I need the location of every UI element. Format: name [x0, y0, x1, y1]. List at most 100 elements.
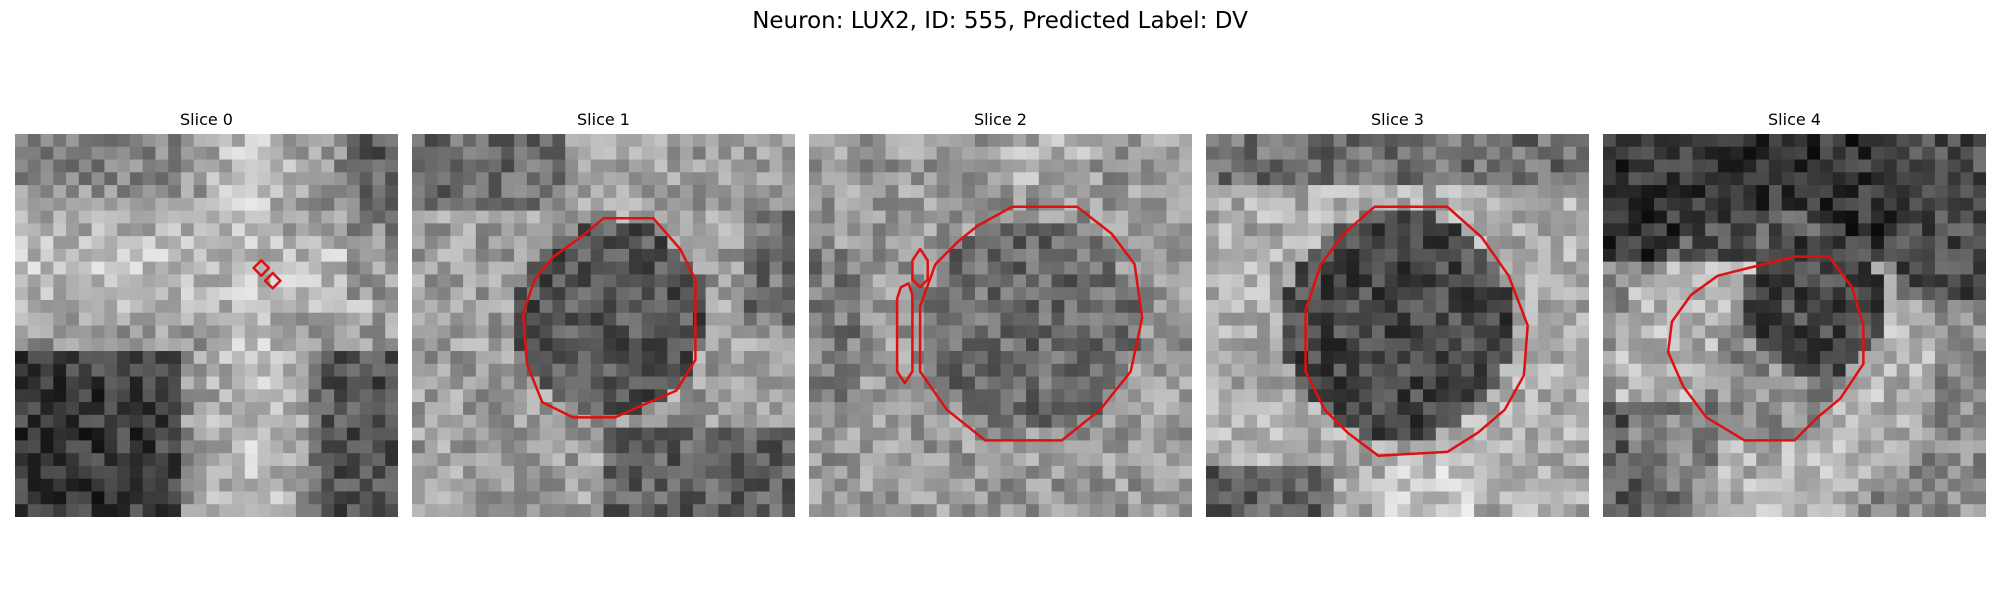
pixel [1743, 465, 1757, 480]
pixel [1654, 402, 1668, 416]
pixel [412, 248, 426, 263]
pixel [1153, 287, 1168, 301]
pixel [1512, 210, 1526, 224]
pixel [1871, 223, 1885, 237]
pixel [654, 465, 668, 480]
pixel [590, 465, 605, 480]
pixel [1115, 223, 1129, 237]
pixel [501, 363, 515, 378]
pixel [1128, 414, 1142, 429]
pixel [1128, 440, 1142, 454]
pixel [385, 248, 398, 263]
pixel [603, 338, 617, 352]
pixel [1858, 376, 1872, 390]
pixel [1269, 248, 1284, 263]
pixel [898, 261, 912, 276]
pixel [782, 363, 795, 378]
pixel [232, 312, 246, 327]
pixel [1576, 338, 1589, 352]
pixel [1615, 197, 1630, 212]
pixel [193, 312, 208, 327]
pixel [1525, 261, 1539, 276]
pixel [66, 274, 80, 288]
pixel [923, 185, 938, 199]
pixel [654, 236, 668, 250]
pixel [809, 248, 823, 263]
pixel [1218, 172, 1233, 186]
pixel [1371, 159, 1386, 173]
pixel [1410, 389, 1424, 403]
pixel [1474, 389, 1488, 403]
pixel [680, 146, 694, 161]
pixel [321, 159, 335, 173]
pixel [1410, 146, 1424, 161]
pixel [1064, 274, 1078, 288]
pixel [667, 146, 681, 161]
pixel [385, 325, 398, 339]
pixel [1333, 491, 1348, 505]
pixel [270, 440, 284, 454]
pixel [1756, 287, 1770, 301]
pixel [756, 210, 771, 224]
pixel [40, 491, 54, 505]
pixel [1448, 491, 1462, 505]
pixel [1717, 274, 1732, 288]
pixel [27, 185, 42, 199]
pixel [1934, 236, 1949, 250]
pixel [987, 427, 1002, 441]
pixel [1077, 248, 1091, 263]
pixel [847, 134, 861, 148]
pixel [769, 248, 783, 263]
pixel [1832, 453, 1847, 467]
pixel [987, 325, 1002, 339]
pixel [321, 146, 335, 161]
pixel [539, 287, 554, 301]
pixel [1512, 134, 1526, 148]
pixel [1410, 338, 1424, 352]
pixel [1410, 274, 1424, 288]
pixel [1269, 465, 1284, 480]
pixel [1397, 414, 1411, 429]
pixel [1269, 223, 1284, 237]
pixel [1206, 197, 1220, 212]
pixel [1832, 197, 1847, 212]
pixel [756, 223, 771, 237]
pixel [974, 185, 989, 199]
pixel [424, 274, 439, 288]
pixel [1128, 478, 1142, 493]
pixel [1153, 299, 1168, 314]
pixel [1960, 185, 1974, 199]
pixel [1896, 172, 1910, 186]
pixel [1089, 376, 1104, 390]
pixel [1603, 312, 1617, 327]
pixel [1051, 210, 1065, 224]
pixel [1576, 325, 1589, 339]
pixel [501, 376, 515, 390]
pixel [641, 478, 656, 493]
pixel [1140, 491, 1155, 505]
pixel [66, 299, 80, 314]
pixel [667, 351, 681, 365]
pixel [475, 248, 490, 263]
pixel [1140, 427, 1155, 441]
pixel [1781, 185, 1796, 199]
pixel [603, 389, 617, 403]
pixel [1064, 465, 1078, 480]
pixel [412, 389, 426, 403]
pixel [1563, 478, 1577, 493]
pixel [1641, 223, 1655, 237]
pixel [526, 261, 541, 276]
pixel [1615, 325, 1630, 339]
pixel [1743, 376, 1757, 390]
pixel [1692, 363, 1706, 378]
pixel [1781, 146, 1796, 161]
pixel [129, 146, 144, 161]
pixel [1743, 210, 1757, 224]
pixel [1051, 465, 1065, 480]
pixel [1231, 440, 1245, 454]
pixel [629, 414, 643, 429]
pixel [283, 146, 297, 161]
pixel [1820, 427, 1834, 441]
pixel [949, 274, 963, 288]
pixel [206, 146, 220, 161]
